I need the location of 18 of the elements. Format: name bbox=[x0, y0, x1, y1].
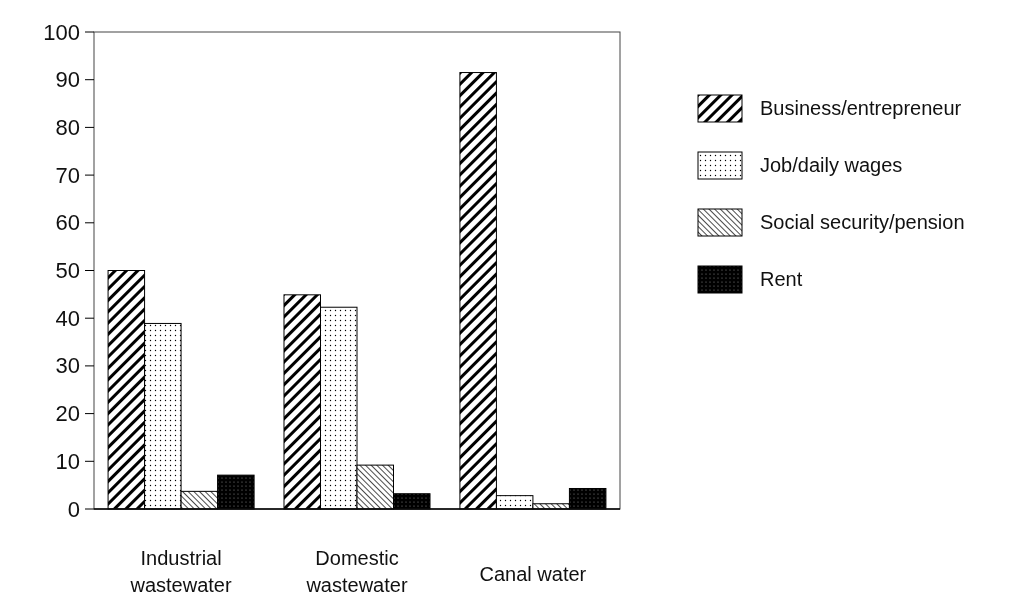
y-tick-label: 80 bbox=[55, 114, 80, 140]
x-tick-label: Industrial wastewater bbox=[129, 547, 232, 596]
y-tick-label: 0 bbox=[67, 496, 80, 522]
legend-label: Rent bbox=[760, 268, 803, 290]
y-tick-label: 100 bbox=[43, 19, 80, 45]
x-tick-label: Domestic wastewater bbox=[305, 547, 408, 596]
legend-label: Social security/pension bbox=[760, 211, 965, 233]
y-tick-label: 30 bbox=[55, 353, 80, 379]
y-tick-label: 70 bbox=[55, 162, 80, 188]
y-tick-label: 60 bbox=[55, 210, 80, 236]
x-tick-label: Canal water bbox=[479, 563, 587, 585]
y-tick-label: 40 bbox=[55, 305, 80, 331]
legend-label: Job/daily wages bbox=[760, 154, 903, 176]
y-tick-label: 10 bbox=[55, 448, 80, 474]
y-tick-label: 90 bbox=[55, 67, 80, 93]
y-tick-label: 20 bbox=[55, 401, 80, 427]
y-tick-label: 50 bbox=[55, 258, 80, 283]
legend-label: Business/entrepreneur bbox=[760, 97, 962, 119]
